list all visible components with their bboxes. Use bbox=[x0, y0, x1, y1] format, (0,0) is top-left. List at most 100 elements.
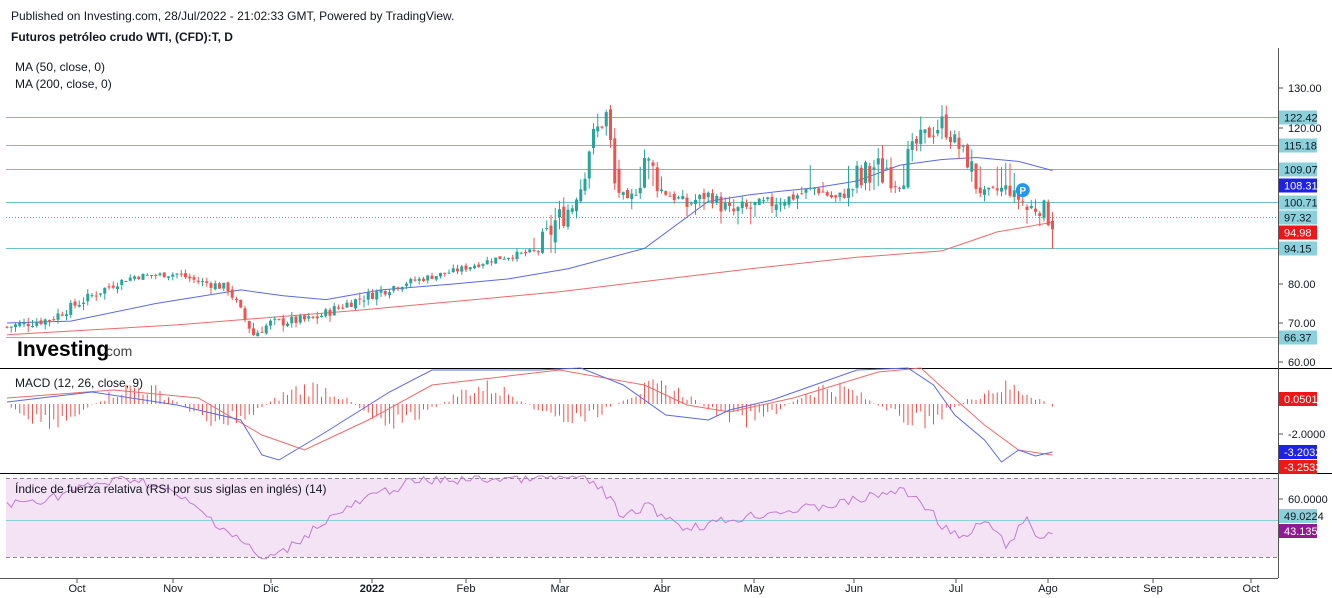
candle-body bbox=[14, 324, 17, 328]
candle-body bbox=[1046, 201, 1050, 226]
candle-body bbox=[494, 257, 498, 264]
candle-body bbox=[477, 264, 481, 267]
time-tick-label: 2022 bbox=[360, 583, 384, 595]
price-tick-label: 130.00 bbox=[1288, 83, 1322, 95]
candle-body bbox=[209, 283, 213, 288]
candle-body bbox=[145, 274, 149, 276]
candle-body bbox=[745, 203, 748, 207]
candle-body bbox=[43, 319, 47, 325]
candle-body bbox=[205, 281, 209, 283]
candle-body bbox=[362, 300, 366, 302]
price-scale[interactable]: 130.00 120.00 80.00 70.00 60.00 -2.0000 60.000… bbox=[1278, 83, 1328, 538]
candle-body bbox=[39, 320, 43, 324]
candle-body bbox=[73, 301, 77, 306]
level-badge-bg bbox=[1279, 162, 1317, 177]
candle-body bbox=[222, 282, 226, 289]
time-tick-label: Feb bbox=[457, 583, 476, 595]
candle-body bbox=[864, 162, 867, 184]
candle-body bbox=[426, 275, 430, 281]
p-marker-icon[interactable]: P bbox=[1015, 183, 1030, 198]
candle-body bbox=[528, 249, 532, 253]
candle-body bbox=[247, 321, 251, 329]
candle-body bbox=[970, 161, 974, 172]
candle-body bbox=[290, 316, 294, 324]
time-tick-label: Oct bbox=[1242, 583, 1259, 595]
candle-body bbox=[978, 187, 982, 194]
candle-body bbox=[762, 200, 765, 202]
candle-body bbox=[787, 196, 791, 205]
candle-body bbox=[388, 292, 391, 296]
candle-body bbox=[919, 129, 923, 145]
candle-body bbox=[77, 305, 81, 307]
candle-body bbox=[711, 193, 714, 204]
macd-badge: -3.2533 bbox=[1284, 462, 1321, 474]
candle-body bbox=[184, 273, 187, 278]
candle-body bbox=[643, 158, 646, 188]
candle-body bbox=[328, 309, 332, 316]
price-tick-label: 120.00 bbox=[1288, 123, 1322, 135]
candle-body bbox=[264, 325, 268, 334]
candle-body bbox=[447, 272, 451, 274]
candle-body bbox=[953, 134, 957, 143]
candle-body bbox=[277, 319, 281, 321]
candle-body bbox=[949, 136, 952, 143]
candle-body bbox=[9, 326, 13, 328]
candle-body bbox=[1008, 185, 1012, 196]
time-axis[interactable]: Oct Nov Dic 2022 Feb Mar Abr May Jun Jul Ago Sep Oct bbox=[68, 578, 1260, 595]
symbol-title: Futuros petróleo crudo WTI, (CFD):T, D bbox=[11, 30, 233, 44]
level-badge-bg bbox=[1279, 330, 1317, 345]
ma50-line bbox=[6, 156, 1053, 324]
candle-body bbox=[192, 277, 196, 280]
candle-body bbox=[549, 225, 553, 235]
candle-body bbox=[1051, 220, 1054, 230]
candle-body bbox=[413, 279, 417, 281]
time-tick-label: May bbox=[744, 583, 765, 595]
rsi-badge-bg bbox=[1279, 509, 1317, 523]
candle-body bbox=[345, 302, 349, 308]
candle-body bbox=[974, 163, 978, 189]
candle-body bbox=[400, 287, 404, 290]
candle-body bbox=[133, 276, 136, 279]
level-badge: 66.37 bbox=[1284, 333, 1312, 345]
candle-body bbox=[69, 302, 73, 315]
candle-body bbox=[175, 273, 179, 275]
candle-body bbox=[31, 326, 34, 328]
candle-body bbox=[243, 308, 247, 320]
candle-body bbox=[753, 202, 757, 206]
candle-body bbox=[230, 289, 234, 298]
candle-body bbox=[621, 192, 625, 195]
candle-body bbox=[60, 314, 64, 316]
candle-body bbox=[124, 281, 128, 283]
time-tick-label: Dic bbox=[263, 583, 279, 595]
candle-body bbox=[855, 165, 859, 188]
candle-body bbox=[749, 207, 753, 209]
level-badge: 122.42 bbox=[1284, 113, 1318, 125]
candle-body bbox=[592, 128, 595, 149]
candle-body bbox=[366, 292, 370, 300]
macd-signal-line bbox=[6, 367, 1053, 456]
candle-body bbox=[702, 192, 706, 200]
candle-body bbox=[1025, 206, 1029, 210]
rsi-pane bbox=[6, 475, 1053, 560]
candle-body bbox=[294, 316, 298, 323]
candle-body bbox=[944, 114, 948, 138]
candle-body bbox=[405, 283, 408, 286]
candle-body bbox=[218, 283, 221, 289]
candle-body bbox=[519, 252, 523, 254]
candle-body bbox=[392, 286, 396, 291]
candle-body bbox=[396, 287, 400, 289]
candle-body bbox=[515, 251, 519, 260]
candle-body bbox=[647, 158, 651, 161]
candle-body bbox=[324, 309, 328, 317]
level-badge: 100.71 bbox=[1284, 198, 1318, 210]
candle-body bbox=[256, 332, 260, 337]
price-badge-bg bbox=[1279, 225, 1317, 240]
candle-body bbox=[570, 208, 574, 212]
candle-body bbox=[915, 138, 918, 144]
candle-body bbox=[587, 151, 591, 179]
candle-body bbox=[383, 291, 387, 295]
macd-badge: 0.0501 bbox=[1284, 394, 1318, 406]
candle-body bbox=[375, 291, 379, 300]
candle-body bbox=[575, 199, 578, 212]
